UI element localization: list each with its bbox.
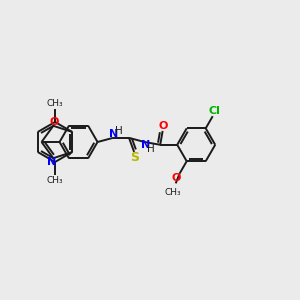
Text: Cl: Cl bbox=[209, 106, 220, 116]
Text: O: O bbox=[159, 121, 168, 131]
Text: H: H bbox=[115, 126, 123, 136]
Text: N: N bbox=[141, 140, 150, 151]
Text: O: O bbox=[50, 117, 59, 127]
Text: CH₃: CH₃ bbox=[47, 99, 63, 108]
Text: CH₃: CH₃ bbox=[47, 176, 63, 185]
Text: H: H bbox=[147, 144, 154, 154]
Text: O: O bbox=[171, 173, 180, 183]
Text: CH₃: CH₃ bbox=[164, 188, 181, 197]
Text: N: N bbox=[47, 157, 56, 167]
Text: S: S bbox=[130, 152, 139, 164]
Text: N: N bbox=[110, 129, 118, 140]
